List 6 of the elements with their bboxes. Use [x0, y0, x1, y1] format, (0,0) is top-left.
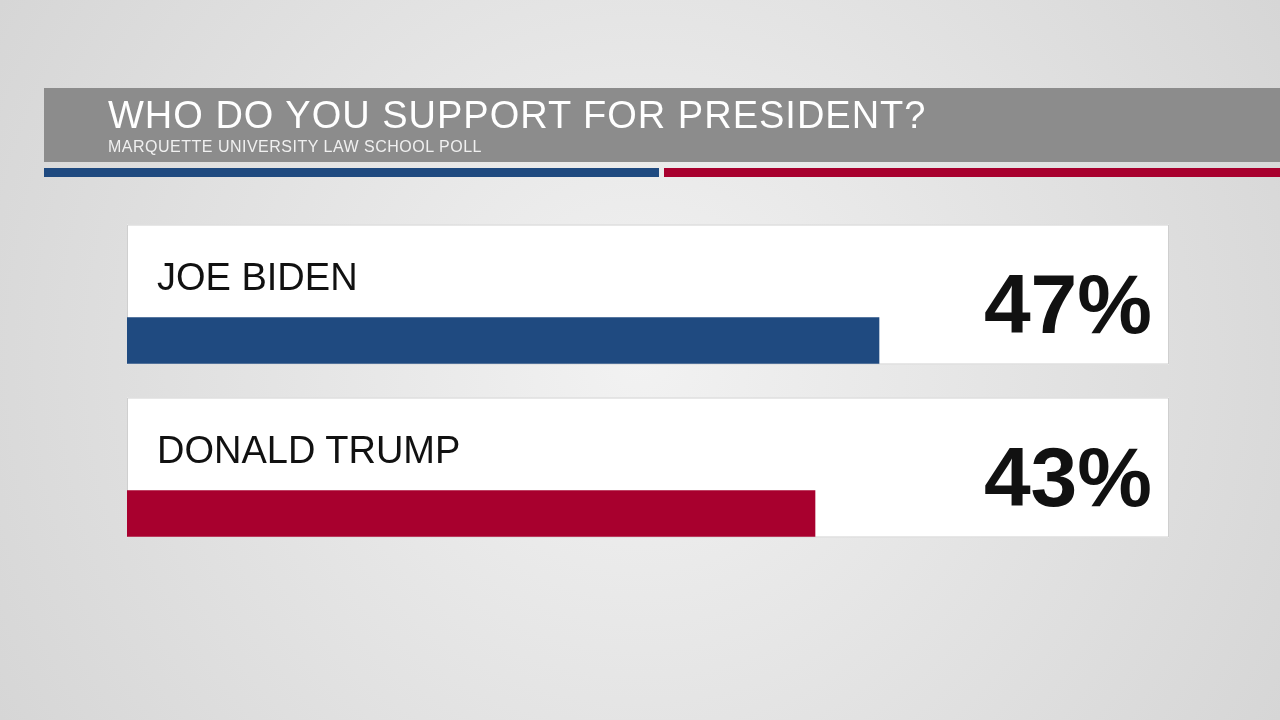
chart-title: WHO DO YOU SUPPORT FOR PRESIDENT?: [108, 94, 927, 137]
y-tick-label: DONALD TRUMP: [157, 428, 461, 471]
data-label: 43%: [983, 429, 1152, 524]
y-tick-label: JOE BIDEN: [157, 255, 358, 298]
chart-subtitle: MARQUETTE UNIVERSITY LAW SCHOOL POLL: [108, 138, 482, 156]
data-label: 47%: [983, 256, 1152, 351]
